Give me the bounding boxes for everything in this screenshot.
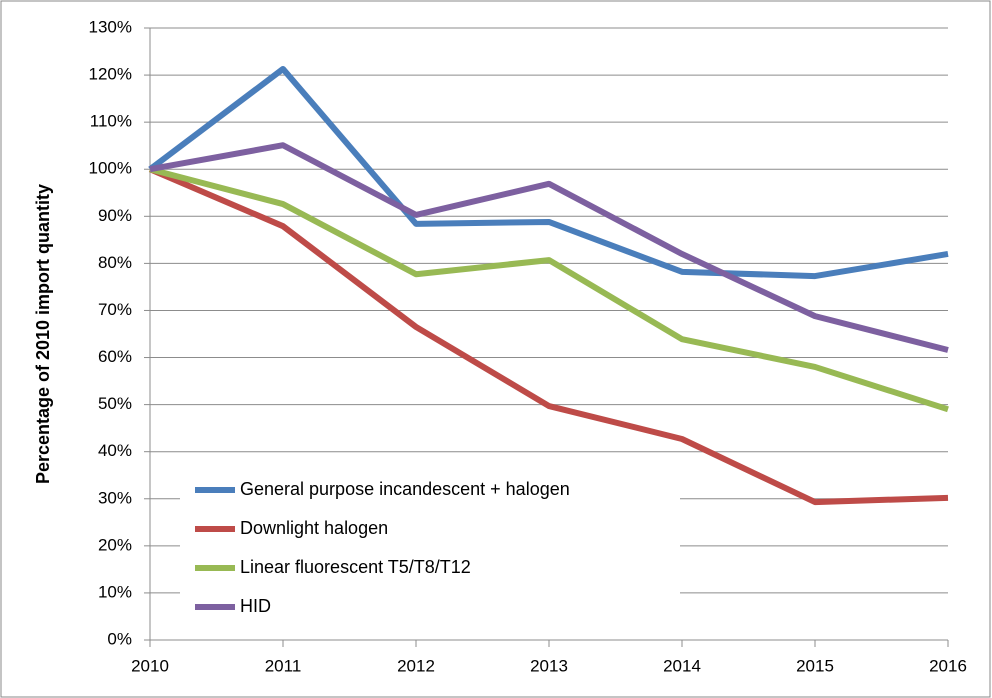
y-tick-label: 40% <box>98 441 132 460</box>
y-tick-label: 30% <box>98 488 132 507</box>
y-tick-label: 80% <box>98 253 132 272</box>
x-tick-label: 2016 <box>929 656 967 675</box>
legend-label: Downlight halogen <box>240 518 388 538</box>
series-line <box>149 142 949 353</box>
legend-label: General purpose incandescent + halogen <box>240 479 570 499</box>
y-tick-label: 120% <box>89 65 132 84</box>
y-tick-label: 110% <box>90 112 132 131</box>
legend-label: HID <box>240 596 271 616</box>
x-tick-label: 2012 <box>397 656 435 675</box>
x-tick-label: 2015 <box>796 656 834 675</box>
y-axis-label: Percentage of 2010 import quantity <box>33 184 53 484</box>
legend-box <box>180 470 680 620</box>
legend-label: Linear fluorescent T5/T8/T12 <box>240 557 471 577</box>
series-line <box>148 65 949 280</box>
x-tick-label: 2011 <box>265 656 302 675</box>
x-tick-label: 2010 <box>131 656 169 675</box>
y-tick-label: 50% <box>98 394 132 413</box>
x-tick-label: 2013 <box>530 656 568 675</box>
series-line <box>148 166 949 506</box>
y-tick-label: 0% <box>107 629 132 648</box>
y-tick-label: 90% <box>98 206 132 225</box>
y-tick-label: 130% <box>89 17 132 36</box>
y-tick-label: 60% <box>98 347 132 366</box>
y-tick-label: 10% <box>98 582 132 601</box>
series-line <box>149 166 949 413</box>
y-tick-label: 100% <box>89 159 132 178</box>
x-tick-label: 2014 <box>663 656 701 675</box>
y-tick-label: 20% <box>98 535 132 554</box>
y-tick-label: 70% <box>98 300 132 319</box>
